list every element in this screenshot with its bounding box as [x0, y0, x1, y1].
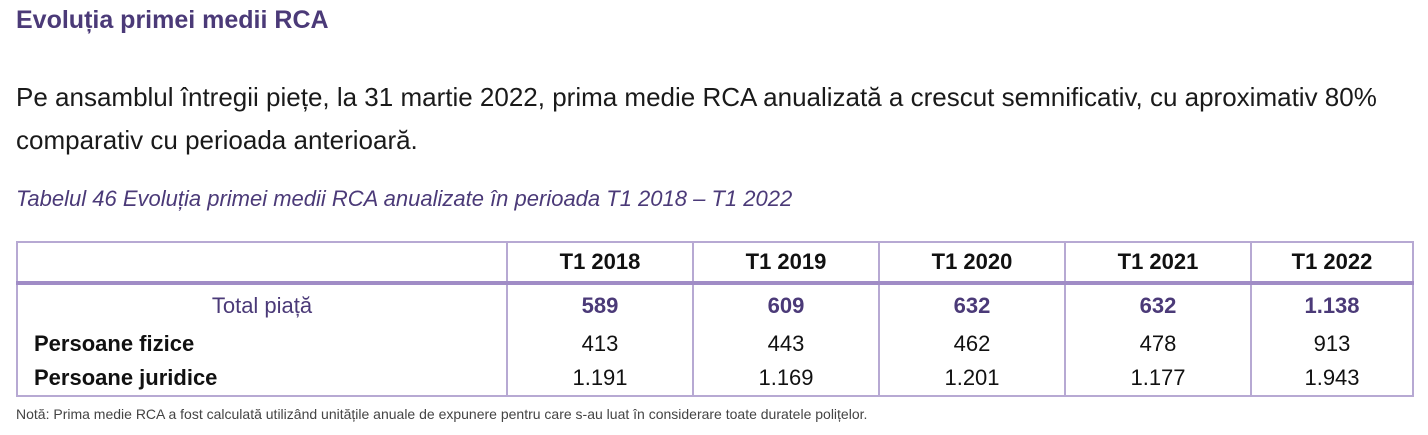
table-cell: 589	[506, 282, 694, 327]
premium-table: T1 2018 T1 2019 T1 2020 T1 2021 T1 2022 …	[16, 241, 1414, 397]
table-cell: 1.191	[506, 361, 694, 397]
table-cell: 632	[878, 282, 1066, 327]
table-row-individuals: Persoane fizice 413 443 462 478 913	[16, 327, 1414, 361]
section-heading: Evoluția primei medii RCA	[16, 6, 329, 34]
table-cell: 1.201	[878, 361, 1066, 397]
table-header-blank	[16, 241, 508, 285]
table-header-row: T1 2018 T1 2019 T1 2020 T1 2021 T1 2022	[16, 241, 1414, 285]
table-cell: 478	[1064, 327, 1252, 361]
table-row-total: Total piață 589 609 632 632 1.138	[16, 282, 1414, 327]
row-label: Total piață	[16, 282, 508, 327]
table-cell: 609	[692, 282, 880, 327]
row-label: Persoane fizice	[16, 327, 508, 361]
table-cell: 462	[878, 327, 1066, 361]
table-cell: 443	[692, 327, 880, 361]
table-caption: Tabelul 46 Evoluția primei medii RCA anu…	[16, 186, 793, 211]
column-header: T1 2022	[1250, 241, 1414, 285]
table-cell: 1.943	[1250, 361, 1414, 397]
table-cell: 1.138	[1250, 282, 1414, 327]
footnote: Notă: Prima medie RCA a fost calculată u…	[16, 406, 868, 422]
table-cell: 632	[1064, 282, 1252, 327]
table-cell: 913	[1250, 327, 1414, 361]
body-paragraph: Pe ansamblul întregii piețe, la 31 marti…	[16, 82, 1377, 155]
column-header: T1 2019	[692, 241, 880, 285]
column-header: T1 2021	[1064, 241, 1252, 285]
column-header: T1 2018	[506, 241, 694, 285]
column-header: T1 2020	[878, 241, 1066, 285]
table-cell: 1.169	[692, 361, 880, 397]
table-cell: 1.177	[1064, 361, 1252, 397]
table-row-companies: Persoane juridice 1.191 1.169 1.201 1.17…	[16, 361, 1414, 397]
table-cell: 413	[506, 327, 694, 361]
row-label: Persoane juridice	[16, 361, 508, 397]
